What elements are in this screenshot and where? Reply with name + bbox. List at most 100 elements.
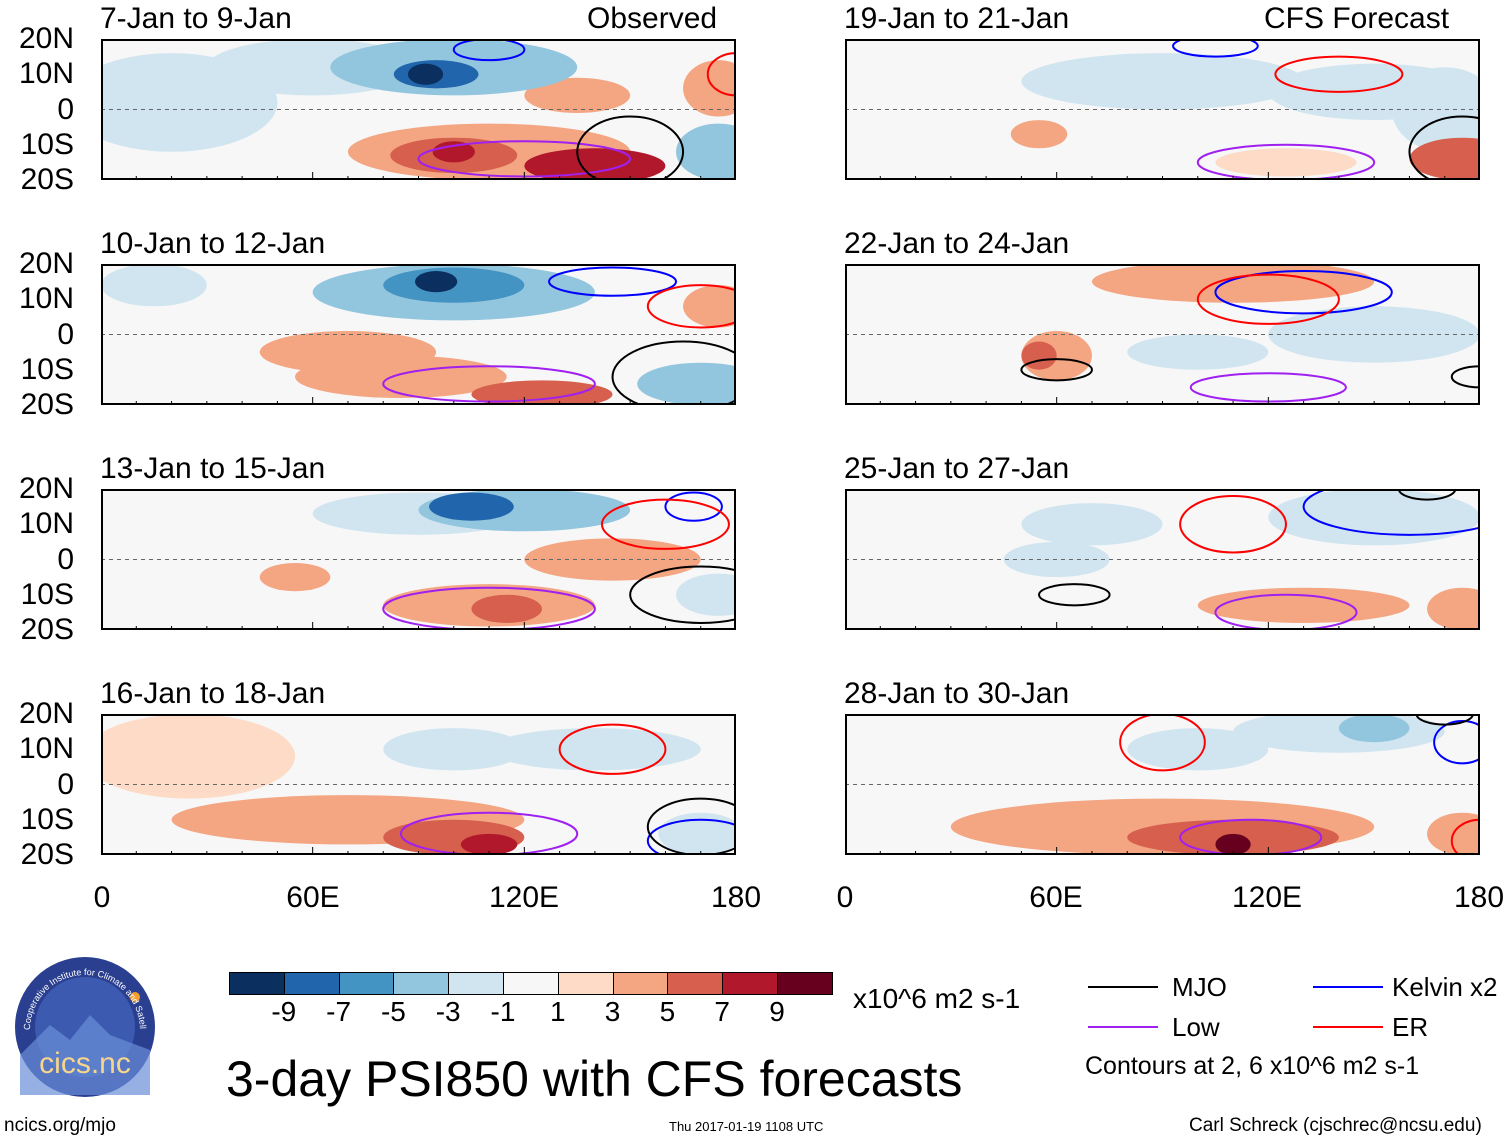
colorbar-swatch [284,973,340,994]
lat-label: 0 [57,92,74,126]
anomaly-region [471,594,542,623]
colorbar-tick: 5 [659,996,676,1027]
kelvin-contour [1214,270,1393,315]
lat-label: 10S [20,577,74,611]
footer-url: ncics.org/mjo [4,1115,116,1136]
mjo-contour [1408,115,1480,180]
anomaly-region [683,60,736,117]
low-contour [1196,143,1376,180]
lat-label: 10N [18,57,74,91]
er-contour [1119,714,1206,772]
er-contour [646,284,736,329]
anomaly-region [1021,503,1163,546]
anomaly-region [489,728,701,771]
panel-title: 13-Jan to 15-Jan [100,452,326,485]
er-contour [1179,495,1287,554]
anomaly-region [460,833,518,855]
panel-title: 7-Jan to 9-Jan [100,2,292,35]
anomaly-region [1021,53,1304,110]
mjo-contour [646,797,736,855]
anomaly-region [1338,714,1410,743]
kelvin-contour [548,266,678,297]
lon-tick: 0 [93,881,111,914]
colorbar-swatch [503,973,559,994]
lon-tick: 120E [1231,881,1303,914]
panel-title: 25-Jan to 27-Jan [844,452,1070,485]
colorbar-tick: 1 [550,996,566,1027]
mjo-contour [1397,489,1457,501]
colorbar-swatch [230,973,285,994]
anomaly-region [383,728,525,771]
low-contour [1214,593,1358,630]
lat-label: 20S [20,838,74,871]
anomaly-region [1391,67,1480,152]
mjo-contour [611,340,736,405]
anomaly-region [1021,341,1057,370]
footer-author: Carl Schreck (cjschrec@ncsu.edu) [1189,1115,1482,1136]
colorbar-tick: -3 [435,996,461,1027]
lat-label: 20S [20,613,74,646]
lat-label: 10N [18,732,74,766]
er-contour [1274,55,1404,93]
anomaly-region [1127,334,1269,370]
kelvin-legend-label: Kelvin x2 [1392,972,1498,1002]
panel-title: 28-Jan to 30-Jan [844,677,1070,710]
kelvin-contour [1302,489,1480,536]
anomaly-region [1427,587,1480,630]
colorbar-swatch [558,973,614,994]
colorbar-swatch [449,973,504,994]
colorbar-swatch [339,973,395,994]
anomaly-region [101,714,295,799]
lat-label: 0 [57,542,74,576]
observed-label: Observed [587,2,718,35]
lon-tick: 180 [710,881,762,914]
forecast-label: CFS Forecast [1264,2,1450,35]
low-legend-line [1088,1026,1158,1028]
anomaly-region [1409,137,1480,180]
anomaly-region [1215,148,1357,177]
kelvin-contour [452,39,526,62]
svg-text:cics.nc: cics.nc [39,1047,131,1080]
er-legend-line [1313,1026,1383,1028]
er-contour [558,723,667,775]
anomaly-region [1127,728,1269,771]
map-panel [101,264,736,405]
mjo-contour [629,565,736,624]
lat-label: 20S [20,163,74,196]
er-contour [1196,273,1340,325]
panel-title: 19-Jan to 21-Jan [844,2,1070,35]
colorbar-tick: 7 [714,996,730,1027]
contour-note: Contours at 2, 6 x10^6 m2 s-1 [1085,1052,1420,1080]
colorbar-tick: -5 [380,996,406,1027]
lat-label: 0 [57,767,74,801]
anomaly-region [101,264,207,307]
anomaly-region [637,362,736,405]
lat-label: 10S [20,352,74,386]
anomaly-region [471,380,613,405]
lat-label: 10S [20,802,74,836]
anomaly-region [1010,120,1068,149]
panel-title: 22-Jan to 24-Jan [844,227,1070,260]
kelvin-contour [646,818,736,855]
colorbar-units: x10^6 m2 s-1 [853,983,1021,1014]
map-panel [845,39,1480,180]
lat-label: 20N [18,247,74,280]
cics-logo: Cooperative Institute for Climate and Sa… [10,955,155,1097]
kelvin-legend-line [1313,986,1383,988]
anomaly-region [676,573,736,616]
mjo-contour [1415,714,1474,726]
colorbar-tick: 9 [769,996,785,1027]
map-panel [845,264,1480,405]
lat-label: 10S [20,127,74,161]
anomaly-region [407,63,444,85]
colorbar-swatch [777,973,832,994]
er-legend-label: ER [1392,1012,1429,1042]
map-panel [845,714,1480,855]
mjo-legend-line [1088,986,1158,988]
kelvin-contour [664,491,723,522]
lon-tick: 180 [1453,881,1505,914]
low-contour [1179,818,1323,855]
kelvin-contour [1433,720,1480,765]
anomaly-region [1091,264,1375,303]
lat-label: 20N [18,22,74,55]
